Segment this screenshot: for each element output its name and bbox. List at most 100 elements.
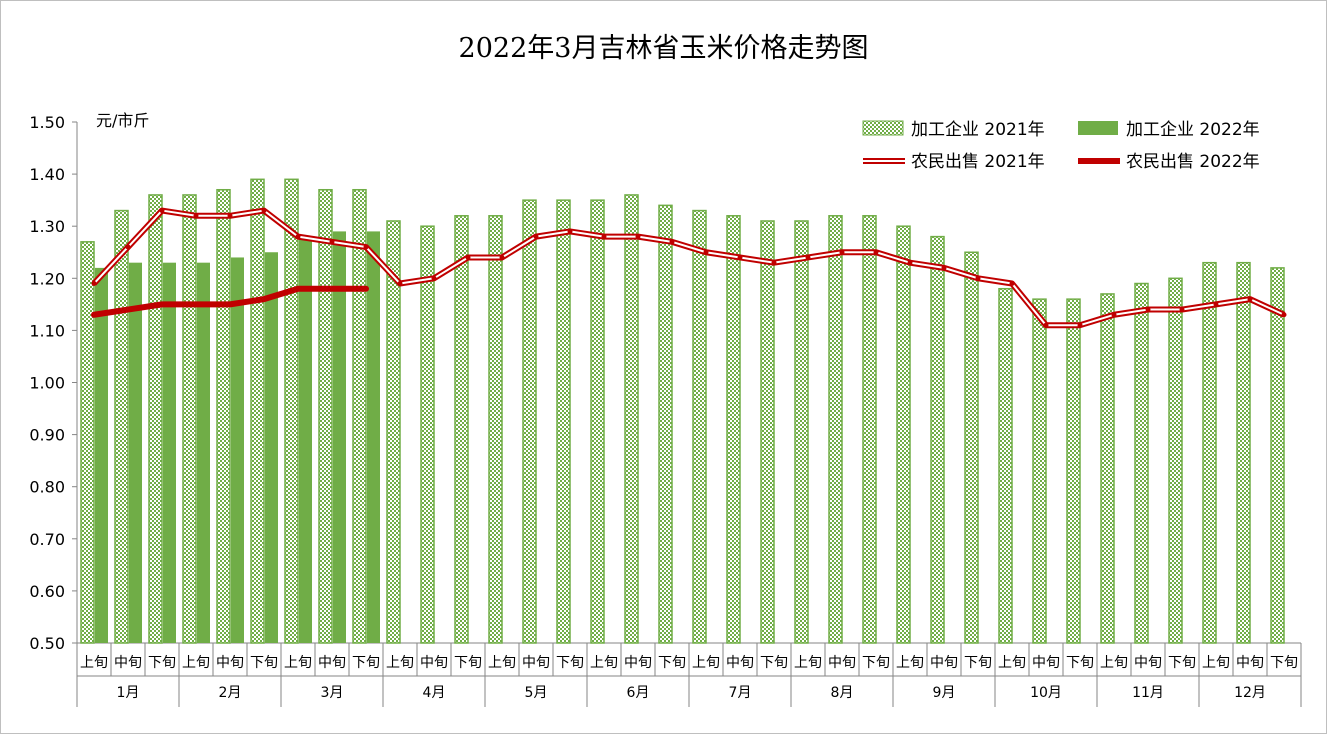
point-farmer-2021 [805, 254, 811, 260]
x-tick-label: 下旬 [862, 655, 890, 671]
bar-processing-2022 [129, 262, 142, 643]
x-tick-label: 中旬 [930, 655, 958, 671]
x-tick-label: 上旬 [692, 655, 720, 671]
point-farmer-2021 [261, 208, 267, 214]
bar-processing-2021 [964, 251, 979, 644]
bar-processing-2022 [299, 236, 312, 643]
bar-processing-2021 [590, 199, 605, 644]
x-tick-label: 中旬 [1236, 655, 1264, 671]
x-month-label: 7月 [729, 685, 752, 701]
point-farmer-2021 [873, 249, 879, 255]
line-farmer-2021-inner [93, 209, 1285, 327]
bar-processing-2021 [488, 215, 503, 644]
bar-processing-2021 [80, 241, 95, 644]
point-farmer-2021 [839, 249, 845, 255]
bar-processing-2021 [182, 194, 197, 644]
bar-processing-2021 [352, 188, 367, 644]
point-farmer-2021 [159, 208, 165, 214]
x-tick-label: 下旬 [454, 655, 482, 671]
point-farmer-2021 [703, 249, 709, 255]
point-farmer-2021 [91, 281, 97, 287]
y-tick-label: 0.70 [29, 530, 65, 549]
point-farmer-2021 [1077, 322, 1083, 328]
chart-title: 2022年3月吉林省玉米价格走势图 [458, 33, 869, 64]
legend-label: 农民出售 2022年 [1126, 152, 1260, 172]
bar-processing-2021 [1202, 261, 1217, 644]
x-month-label: 2月 [219, 685, 242, 701]
point-farmer-2021 [329, 239, 335, 245]
x-tick-label: 中旬 [1032, 655, 1060, 671]
x-tick-label: 下旬 [760, 655, 788, 671]
point-farmer-2021 [465, 254, 471, 260]
bar-processing-2021 [522, 199, 537, 644]
y-tick-label: 0.50 [29, 634, 65, 653]
point-farmer-2021 [1043, 322, 1049, 328]
x-tick-label: 上旬 [386, 655, 414, 671]
point-farmer-2021 [567, 228, 573, 234]
x-tick-label: 下旬 [148, 655, 176, 671]
bar-processing-2021 [318, 188, 333, 644]
x-tick-label: 下旬 [1066, 655, 1094, 671]
x-tick-label: 中旬 [1134, 655, 1162, 671]
x-tick-label: 中旬 [624, 655, 652, 671]
point-farmer-2021 [363, 244, 369, 250]
bar-processing-2021 [284, 178, 299, 644]
bar-processing-2021 [1066, 298, 1081, 644]
point-farmer-2021 [1179, 307, 1185, 313]
point-farmer-2021 [771, 260, 777, 266]
x-tick-label: 上旬 [998, 655, 1026, 671]
bar-processing-2021 [998, 287, 1013, 644]
point-farmer-2021 [431, 275, 437, 281]
bar-processing-2021 [1032, 298, 1047, 644]
bar-processing-2022 [231, 257, 244, 643]
bar-processing-2021 [114, 209, 129, 644]
x-tick-label: 下旬 [1270, 655, 1298, 671]
y-tick-label: 1.20 [29, 269, 65, 288]
x-tick-label: 中旬 [522, 655, 550, 671]
bar-processing-2021 [692, 209, 707, 644]
bar-processing-2022 [367, 231, 380, 643]
x-month-label: 6月 [627, 685, 650, 701]
x-tick-label: 上旬 [80, 655, 108, 671]
x-month-label: 9月 [933, 685, 956, 701]
y-tick-label: 1.40 [29, 165, 65, 184]
point-farmer-2021 [737, 254, 743, 260]
bar-processing-2022 [95, 267, 108, 643]
y-tick-label: 0.60 [29, 582, 65, 601]
point-farmer-2021 [1111, 312, 1117, 318]
bar-processing-2021 [828, 215, 843, 644]
legend-label: 农民出售 2021年 [911, 152, 1045, 172]
point-farmer-2021 [125, 244, 131, 250]
point-farmer-2021 [1213, 301, 1219, 307]
legend-label: 加工企业 2022年 [1126, 120, 1260, 140]
bar-processing-2021 [1134, 282, 1149, 644]
bar-processing-2022 [333, 231, 346, 643]
x-tick-label: 上旬 [1100, 655, 1128, 671]
legend-swatch-processing-2022 [1078, 121, 1118, 135]
bar-processing-2021 [624, 194, 639, 644]
x-tick-label: 上旬 [896, 655, 924, 671]
x-month-label: 8月 [831, 685, 854, 701]
x-tick-label: 下旬 [556, 655, 584, 671]
x-tick-label: 中旬 [726, 655, 754, 671]
x-tick-label: 中旬 [114, 655, 142, 671]
y-axis-unit-label: 元/市斤 [96, 111, 149, 130]
bar-processing-2021 [216, 188, 231, 644]
x-tick-label: 中旬 [216, 655, 244, 671]
bar-processing-2021 [760, 220, 775, 644]
bar-processing-2021 [1168, 277, 1183, 644]
x-tick-label: 上旬 [1202, 655, 1230, 671]
point-farmer-2021 [1145, 307, 1151, 313]
point-farmer-2021 [1009, 281, 1015, 287]
bar-processing-2021 [794, 220, 809, 644]
y-tick-label: 1.00 [29, 374, 65, 393]
point-farmer-2021 [669, 239, 675, 245]
point-farmer-2021 [907, 260, 913, 266]
point-farmer-2021 [227, 213, 233, 219]
x-tick-label: 下旬 [352, 655, 380, 671]
y-tick-label: 0.80 [29, 478, 65, 497]
bar-processing-2021 [1270, 267, 1285, 644]
bar-processing-2021 [658, 204, 673, 644]
line-farmer-2022 [91, 285, 369, 318]
point-farmer-2021 [295, 234, 301, 240]
